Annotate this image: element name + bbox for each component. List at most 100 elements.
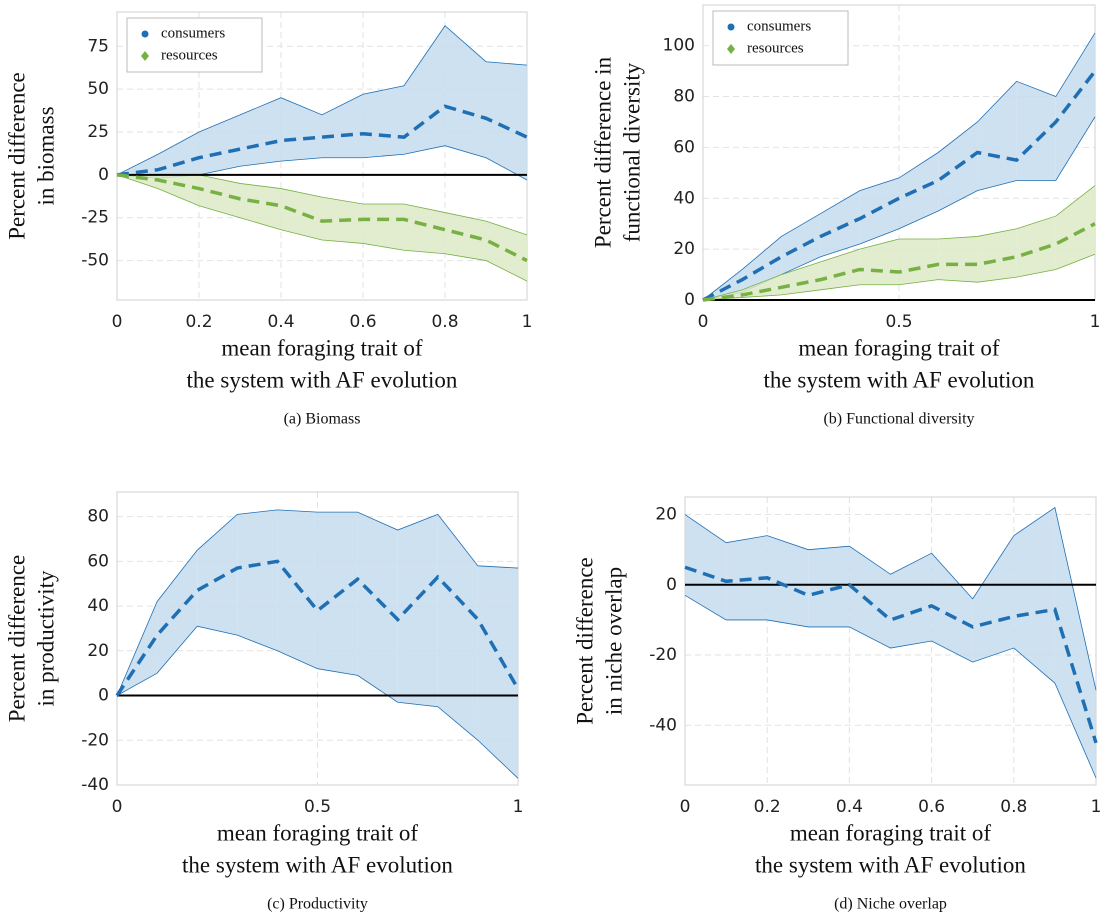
- band: [199, 174, 240, 218]
- band: [890, 553, 932, 649]
- y-tick-label: 0: [98, 686, 109, 706]
- x-axis-label: mean foraging trait of: [790, 820, 992, 845]
- x-axis-label: mean foraging trait of: [798, 335, 1000, 360]
- y-tick-label: 0: [98, 165, 109, 185]
- caption: (d) Niche overlap: [834, 896, 947, 913]
- band-edge: [116, 25, 528, 176]
- y-axis-label: Percent difference: [572, 557, 597, 725]
- x-axis-label: the system with AF evolution: [182, 852, 453, 877]
- x-axis-label: the system with AF evolution: [187, 367, 458, 392]
- x-tick-label: 0.4: [267, 312, 294, 332]
- y-tick-label: -25: [81, 208, 109, 228]
- y-axis-label: in productivity: [33, 570, 58, 707]
- band: [808, 546, 850, 627]
- y-tick-label: -20: [649, 645, 677, 665]
- y-tick-label: 50: [87, 79, 109, 99]
- band: [820, 190, 860, 257]
- band: [1016, 81, 1056, 181]
- band: [199, 114, 240, 175]
- band: [404, 204, 445, 254]
- legend-label: consumers: [747, 18, 811, 34]
- band: [277, 509, 318, 669]
- band: [281, 97, 322, 162]
- band: [1055, 185, 1095, 270]
- x-tick-label: 1: [1091, 797, 1102, 817]
- band-edge: [116, 509, 519, 696]
- band: [1054, 507, 1096, 778]
- band: [685, 514, 727, 620]
- x-tick-label: 0.2: [754, 797, 781, 817]
- band-edge: [116, 625, 519, 779]
- band: [781, 213, 821, 275]
- band: [240, 97, 281, 167]
- x-tick-label: 0: [698, 312, 709, 332]
- legend-marker: [727, 23, 735, 31]
- band: [397, 514, 438, 707]
- y-tick-label: 40: [87, 596, 109, 616]
- band: [322, 94, 363, 158]
- band: [899, 152, 939, 229]
- band: [445, 25, 486, 158]
- y-tick-label: -20: [81, 730, 109, 750]
- y-tick-label: -40: [81, 775, 109, 795]
- x-tick-label: 0.5: [304, 797, 331, 817]
- band: [859, 177, 899, 245]
- y-axis-label: in niche overlap: [601, 567, 626, 715]
- y-tick-label: 75: [87, 36, 109, 56]
- x-tick-label: 0: [680, 797, 691, 817]
- band: [931, 553, 973, 663]
- y-tick-label: 0: [684, 290, 695, 310]
- x-tick-label: 0.6: [349, 312, 376, 332]
- y-axis-label: Percent difference: [4, 555, 29, 723]
- y-axis-label: Percent difference: [4, 72, 29, 240]
- x-tick-label: 0.4: [836, 797, 863, 817]
- band-edge: [116, 174, 528, 282]
- band-edge: [702, 185, 1096, 301]
- y-tick-label: 20: [673, 239, 695, 259]
- y-axis-label: functional diversity: [619, 62, 644, 242]
- band-edge: [684, 506, 1097, 691]
- band: [972, 535, 1014, 663]
- x-axis-label: mean foraging trait of: [221, 335, 423, 360]
- y-axis-label: Percent difference in: [590, 56, 615, 248]
- legend-marker: [141, 30, 149, 38]
- band: [486, 61, 527, 180]
- legend-marker: [141, 51, 149, 61]
- band: [197, 514, 238, 636]
- band: [1016, 216, 1056, 278]
- y-tick-label: -50: [81, 251, 109, 271]
- mean-line: [702, 222, 1096, 302]
- band: [158, 132, 199, 179]
- x-axis-label: the system with AF evolution: [755, 852, 1026, 877]
- legend-label: resources: [747, 40, 804, 56]
- band: [781, 261, 821, 295]
- x-tick-label: 1: [1090, 312, 1101, 332]
- band-edge: [684, 594, 1097, 779]
- y-tick-label: -40: [649, 715, 677, 735]
- band: [899, 238, 939, 285]
- caption: (b) Functional diversity: [823, 411, 974, 428]
- x-axis-label: the system with AF evolution: [764, 367, 1035, 392]
- band-edge: [702, 253, 1096, 301]
- band: [977, 228, 1017, 283]
- band: [237, 509, 278, 651]
- legend-box: [712, 10, 849, 66]
- caption: (a) Biomass: [284, 411, 361, 428]
- mean-line: [702, 70, 1097, 302]
- band: [281, 188, 322, 240]
- x-tick-label: 0: [112, 797, 123, 817]
- band: [977, 81, 1017, 191]
- band: [363, 204, 404, 251]
- x-tick-label: 0.2: [185, 312, 212, 332]
- legend-label: consumers: [161, 25, 225, 41]
- x-tick-label: 0.6: [918, 797, 945, 817]
- x-tick-label: 0.8: [431, 312, 458, 332]
- y-tick-label: 0: [666, 575, 677, 595]
- caption: (c) Productivity: [267, 896, 368, 913]
- y-tick-label: 25: [87, 122, 109, 142]
- x-axis-label: mean foraging trait of: [217, 820, 419, 845]
- x-tick-label: 0.8: [1000, 797, 1027, 817]
- legend-box: [126, 17, 263, 73]
- x-tick-label: 1: [513, 797, 524, 817]
